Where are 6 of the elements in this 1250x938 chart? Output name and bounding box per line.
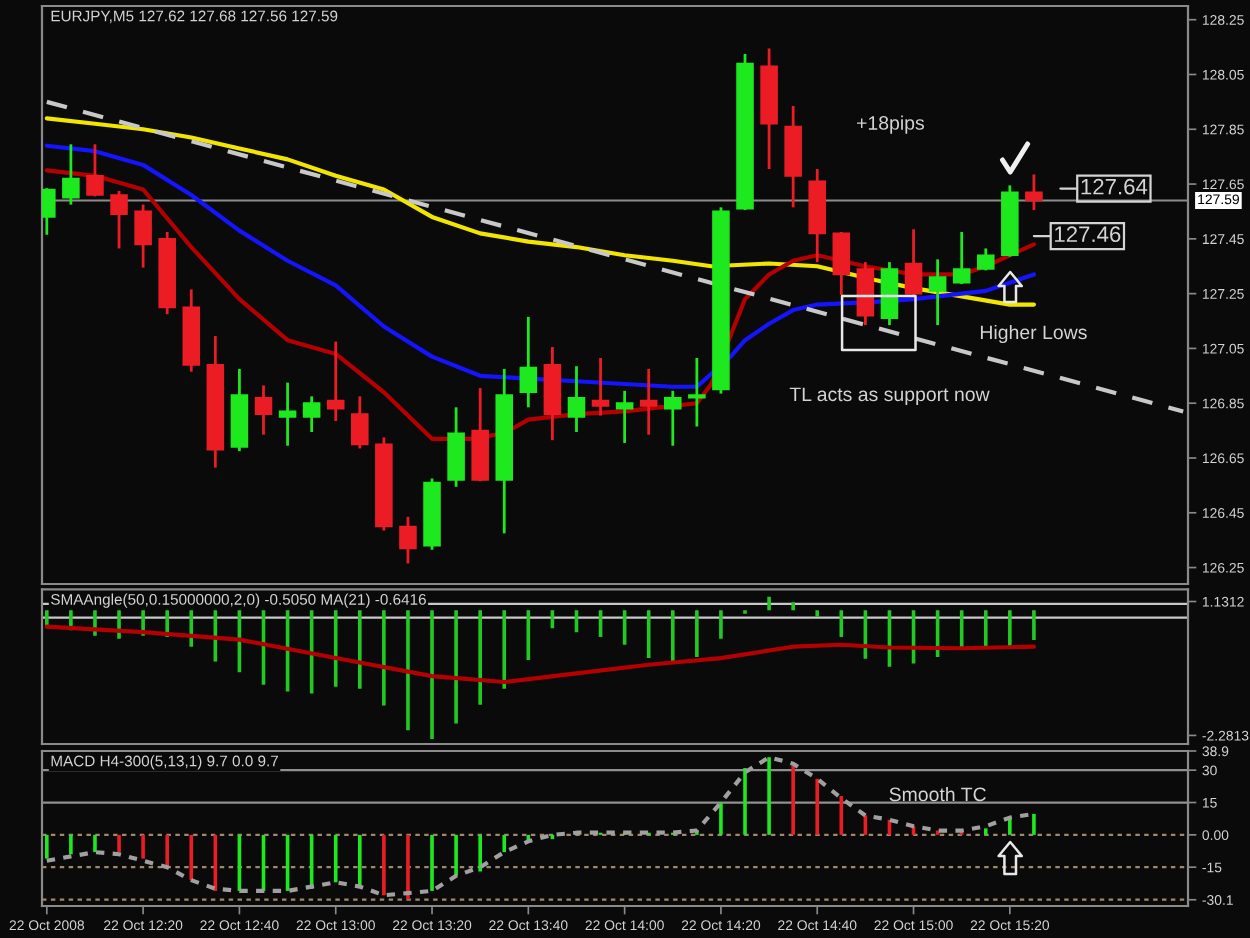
annotation: +18pips	[857, 115, 925, 134]
annotation: 127.46	[1055, 226, 1121, 243]
annotation: TL acts as support now	[789, 387, 990, 406]
annotation: Higher Lows	[980, 324, 1087, 344]
annotation: Smooth TC	[889, 786, 986, 802]
annotation: 127.64	[1081, 178, 1148, 195]
